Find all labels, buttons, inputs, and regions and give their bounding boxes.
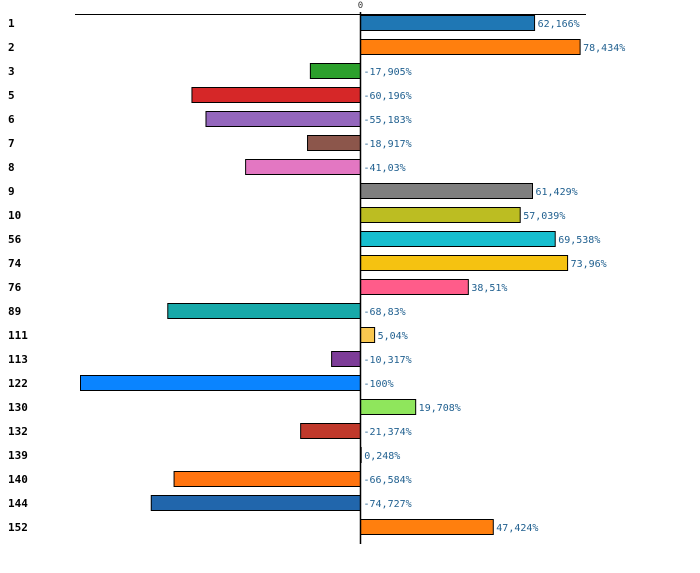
- value-label: -100%: [364, 379, 394, 390]
- value-label: 69,538%: [558, 235, 600, 246]
- bar: [360, 207, 521, 223]
- value-label: 5,04%: [378, 331, 408, 342]
- value-label: 61,429%: [536, 187, 578, 198]
- category-label: 139: [8, 449, 28, 462]
- bar: [167, 303, 361, 319]
- value-label: -21,374%: [364, 427, 412, 438]
- value-label: 0,248%: [364, 451, 400, 462]
- bar: [300, 423, 361, 439]
- category-label: 7: [8, 137, 15, 150]
- bar: [360, 231, 556, 247]
- category-label: 74: [8, 257, 22, 270]
- category-label: 76: [8, 281, 22, 294]
- bar: [360, 279, 469, 295]
- bar: [360, 255, 569, 271]
- category-label: 3: [8, 65, 15, 78]
- category-label: 8: [8, 161, 15, 174]
- category-label: 122: [8, 377, 28, 390]
- category-label: 140: [8, 473, 28, 486]
- category-label: 144: [8, 497, 28, 510]
- value-label: 19,708%: [419, 403, 461, 414]
- value-label: 78,434%: [583, 43, 625, 54]
- value-label: -10,317%: [364, 355, 412, 366]
- bar: [309, 63, 361, 79]
- value-label: -74,727%: [364, 499, 412, 510]
- value-label: -18,917%: [364, 139, 412, 150]
- bar: [360, 327, 376, 343]
- value-label: -17,905%: [364, 67, 412, 78]
- category-label: 113: [8, 353, 28, 366]
- bar: [360, 39, 581, 55]
- category-label: 56: [8, 233, 22, 246]
- value-label: 62,166%: [538, 19, 580, 30]
- category-label: 89: [8, 305, 21, 318]
- bar: [150, 495, 361, 511]
- value-label: 38,51%: [471, 283, 507, 294]
- category-label: 1: [8, 17, 15, 30]
- category-label: 9: [8, 185, 15, 198]
- bar: [191, 87, 361, 103]
- category-label: 152: [8, 521, 28, 534]
- value-label: -60,196%: [364, 91, 412, 102]
- value-label: -55,183%: [364, 115, 412, 126]
- bar: [205, 111, 361, 127]
- bar: [80, 375, 361, 391]
- value-label: 47,424%: [496, 523, 538, 534]
- category-label: 6: [8, 113, 15, 126]
- category-label: 5: [8, 89, 15, 102]
- value-label: -66,584%: [364, 475, 412, 486]
- bar: [360, 15, 536, 31]
- value-label: 73,96%: [571, 259, 607, 270]
- zero-tick-label: 0: [358, 1, 363, 11]
- bar: [307, 135, 362, 151]
- bar: [245, 159, 361, 175]
- bars-group: 1 62,166% 2 78,434% 3 -17,905% 5 -60,196% 6 -55,1…: [8, 15, 625, 535]
- value-label: 57,039%: [523, 211, 565, 222]
- category-label: 10: [8, 209, 21, 222]
- category-label: 2: [8, 41, 15, 54]
- bar: [360, 183, 534, 199]
- category-label: 132: [8, 425, 28, 438]
- bar: [331, 351, 361, 367]
- bar: [360, 399, 417, 415]
- value-label: -68,83%: [364, 307, 406, 318]
- value-label: -41,03%: [364, 163, 406, 174]
- bar: [173, 471, 361, 487]
- bar: [360, 519, 494, 535]
- category-label: 111: [8, 329, 28, 342]
- category-label: 130: [8, 401, 28, 414]
